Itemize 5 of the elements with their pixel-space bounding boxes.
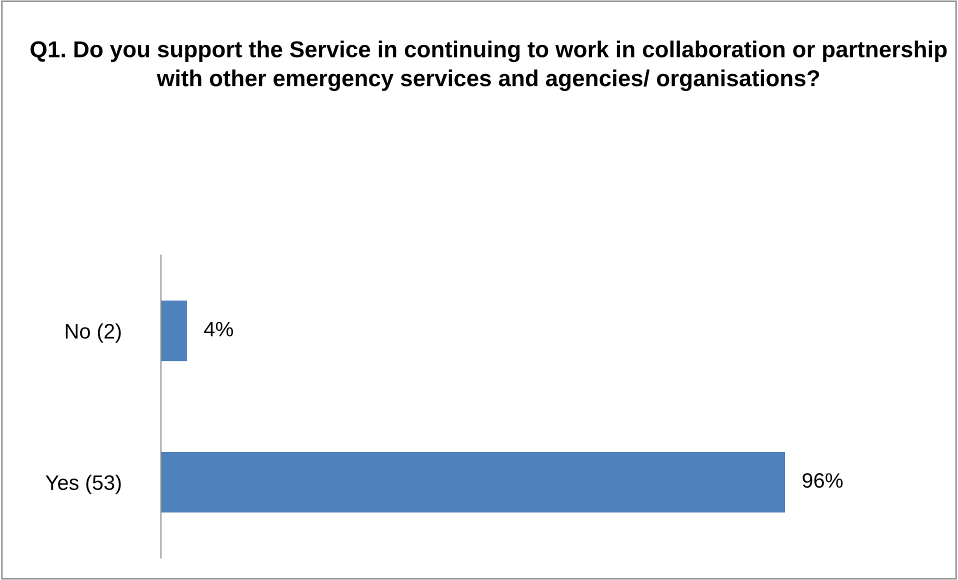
data-label: 96%	[802, 473, 843, 488]
y-tick-label: No (2)	[66, 323, 121, 343]
y-tick-label: Yes (53)	[46, 474, 121, 494]
chart-title: Q1. Do you support the Service in continuing to work in collaboration or partnership with other emergency services and agencies/ organisations?	[30, 40, 947, 91]
data-label: 4%	[204, 322, 233, 336]
